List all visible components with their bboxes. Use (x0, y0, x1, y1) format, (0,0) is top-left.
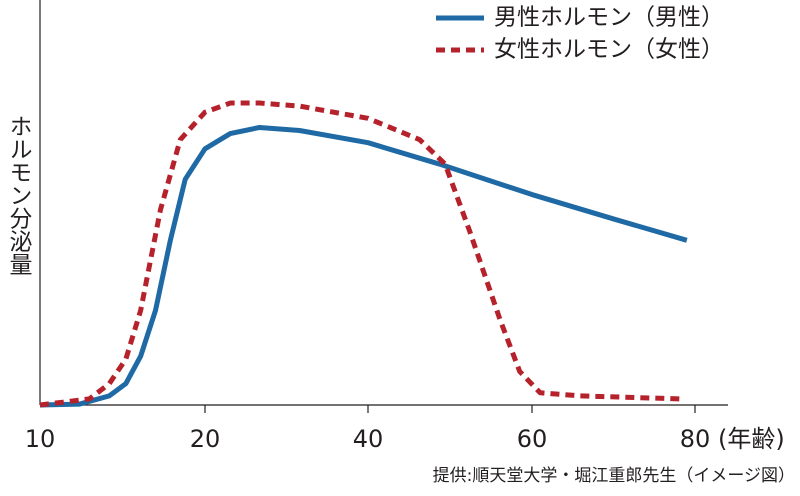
x-tick-label: 40 (353, 425, 384, 453)
x-tick-label: 80 (680, 425, 711, 453)
x-tick-label: 60 (517, 425, 548, 453)
legend-label: 男性ホルモン（男性） (494, 5, 724, 31)
x-axis-label: (年齢) (718, 425, 785, 453)
x-tick-label: 10 (25, 425, 56, 453)
data-line (39, 100, 680, 408)
data-line (39, 124, 688, 408)
legend-label: 女性ホルモン（女性） (494, 37, 724, 63)
y-axis-label: ホルモン分泌量 (5, 115, 33, 276)
source-note: 提供:順天堂大学・堀江重郎先生（イメージ図） (433, 466, 795, 486)
x-tick-label: 20 (190, 425, 221, 453)
